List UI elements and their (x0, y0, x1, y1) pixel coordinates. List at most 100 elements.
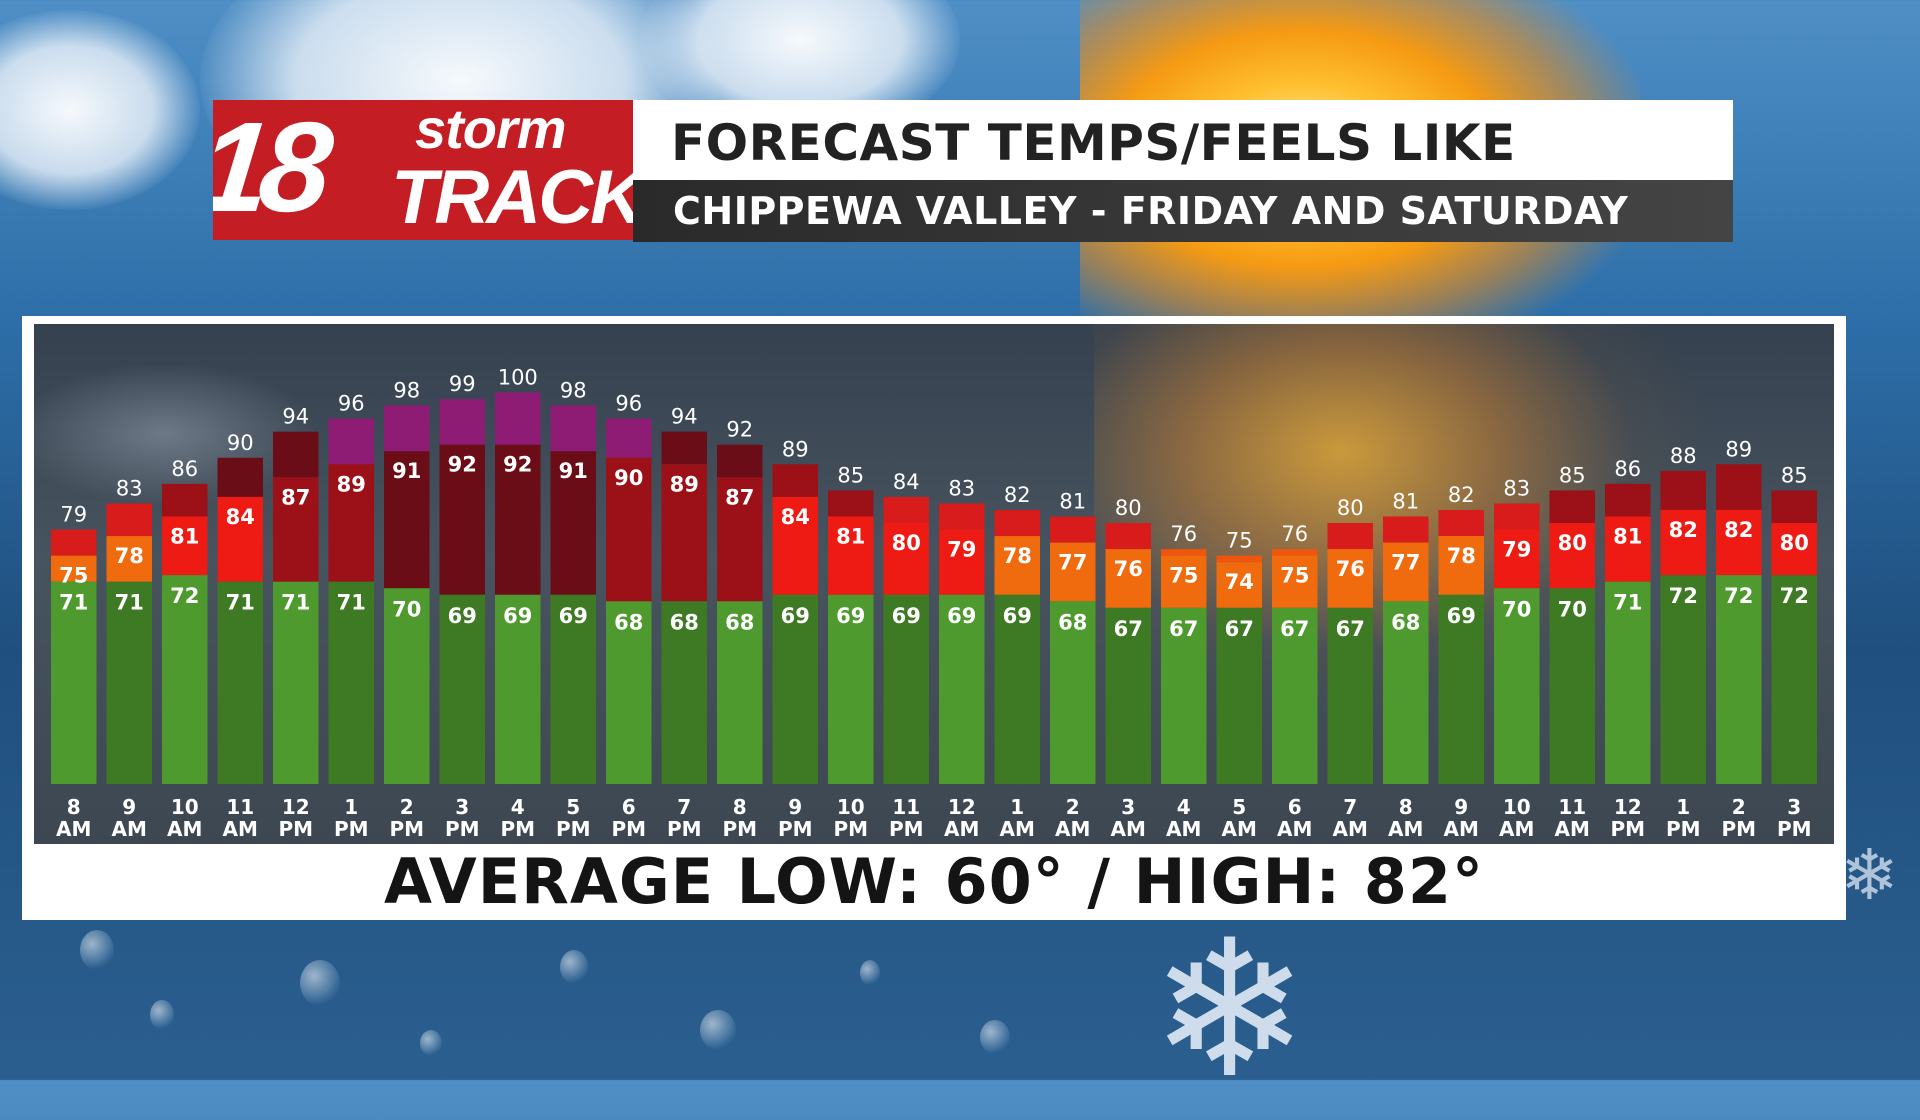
temperature-bar (328, 464, 375, 582)
background-raindrop (300, 960, 340, 1006)
x-tick-hour: 2 (1732, 795, 1746, 819)
x-tick-ampm: AM (223, 817, 258, 841)
temperature-label: 92 (448, 453, 477, 477)
logo-track-text: TRACK (391, 155, 633, 240)
feels-like-label: 83 (116, 476, 143, 500)
temperature-label: 81 (1613, 524, 1642, 548)
feels-like-label: 76 (1281, 522, 1308, 546)
dewpoint-label: 69 (503, 604, 532, 628)
x-tick-ampm: PM (889, 817, 924, 841)
temperature-label: 78 (115, 544, 144, 568)
feels-like-bar (1604, 483, 1651, 517)
feels-like-label: 75 (1226, 529, 1253, 553)
x-tick-ampm: AM (56, 817, 91, 841)
x-tick-hour: 6 (1288, 795, 1302, 819)
subtitle-bar: CHIPPEWA VALLEY - FRIDAY AND SATURDAY (633, 180, 1733, 242)
feels-like-bar (661, 431, 708, 465)
temperature-bar (1660, 509, 1707, 576)
dewpoint-label: 72 (170, 584, 199, 608)
dewpoint-label: 71 (1613, 591, 1642, 615)
x-tick-hour: 1 (1676, 795, 1690, 819)
dewpoint-bar (1604, 581, 1651, 784)
x-tick-hour: 11 (226, 795, 254, 819)
temperature-bar (1382, 542, 1429, 602)
feels-like-label: 89 (1725, 437, 1752, 461)
feels-like-bar (1105, 523, 1152, 550)
temperature-bar (1216, 562, 1263, 608)
temperature-bar (827, 516, 874, 595)
x-tick-ampm: PM (445, 817, 480, 841)
temperature-label: 79 (947, 538, 976, 562)
logo-storm-text: storm (415, 100, 567, 160)
feels-like-bar (494, 392, 541, 445)
feels-like-label: 80 (1337, 496, 1364, 520)
dewpoint-bar (1216, 607, 1263, 784)
feels-like-bar (328, 418, 375, 465)
temperature-label: 74 (1225, 570, 1254, 594)
snowflake-icon: ❄ (1840, 834, 1899, 916)
x-tick-ampm: AM (167, 817, 202, 841)
dewpoint-label: 69 (892, 604, 921, 628)
temperature-bar (938, 529, 985, 595)
feels-like-label: 85 (837, 463, 864, 487)
x-tick-hour: 3 (1121, 795, 1135, 819)
temperature-bar (1604, 516, 1651, 582)
x-tick-ampm: AM (1000, 817, 1035, 841)
dewpoint-bar (1271, 607, 1318, 784)
x-tick-ampm: PM (833, 817, 868, 841)
dewpoint-label: 69 (448, 604, 477, 628)
temperature-label: 87 (725, 485, 754, 509)
x-tick-hour: 4 (1177, 795, 1191, 819)
temperature-bar (217, 496, 264, 582)
background-cloud (0, 10, 200, 210)
dewpoint-label: 71 (59, 591, 88, 615)
dewpoint-bar (50, 581, 97, 784)
x-tick-ampm: AM (1055, 817, 1090, 841)
x-tick-ampm: PM (1666, 817, 1701, 841)
x-tick-ampm: PM (334, 817, 369, 841)
average-temps-footer: AVERAGE LOW: 60° / HIGH: 82° (383, 845, 1484, 918)
temperature-bar (1271, 555, 1318, 608)
temperature-bar (1049, 542, 1096, 602)
x-tick-hour: 9 (788, 795, 802, 819)
dewpoint-bar (605, 601, 652, 784)
dewpoint-label: 72 (1780, 584, 1809, 608)
feels-like-bar (1271, 549, 1318, 556)
feels-like-bar (605, 418, 652, 458)
logo-number: 18 (213, 100, 329, 239)
x-tick-hour: 12 (948, 795, 976, 819)
feels-like-label: 98 (393, 379, 420, 403)
temperature-bar (1549, 523, 1596, 589)
feels-like-label: 99 (449, 372, 476, 396)
dewpoint-label: 70 (1558, 597, 1587, 621)
temperature-label: 75 (1169, 564, 1198, 588)
feels-like-bar (883, 496, 930, 524)
temperature-label: 79 (1502, 538, 1531, 562)
x-tick-ampm: PM (556, 817, 591, 841)
x-tick-hour: 8 (1399, 795, 1413, 819)
temperature-label: 75 (59, 564, 88, 588)
temperature-label: 78 (1003, 544, 1032, 568)
temperature-bar (994, 536, 1041, 595)
x-tick-ampm: PM (778, 817, 813, 841)
dewpoint-label: 71 (337, 591, 366, 615)
feels-like-label: 84 (893, 470, 920, 494)
x-tick-ampm: PM (667, 817, 702, 841)
temperature-bar (494, 444, 541, 595)
temperature-label: 89 (670, 472, 699, 496)
feels-like-bar (827, 490, 874, 517)
dewpoint-bar (1771, 575, 1818, 784)
x-tick-ampm: AM (1222, 817, 1257, 841)
x-tick-hour: 3 (455, 795, 469, 819)
x-tick-ampm: PM (1610, 817, 1645, 841)
feels-like-label: 82 (1448, 483, 1475, 507)
x-tick-hour: 5 (566, 795, 580, 819)
dewpoint-bar (1493, 588, 1540, 784)
dewpoint-label: 69 (836, 604, 865, 628)
temperature-label: 76 (1114, 557, 1143, 581)
temperature-label: 87 (281, 485, 310, 509)
feels-like-label: 96 (338, 392, 365, 416)
x-tick-hour: 2 (1066, 795, 1080, 819)
dewpoint-label: 68 (614, 610, 643, 634)
x-tick-hour: 11 (892, 795, 920, 819)
